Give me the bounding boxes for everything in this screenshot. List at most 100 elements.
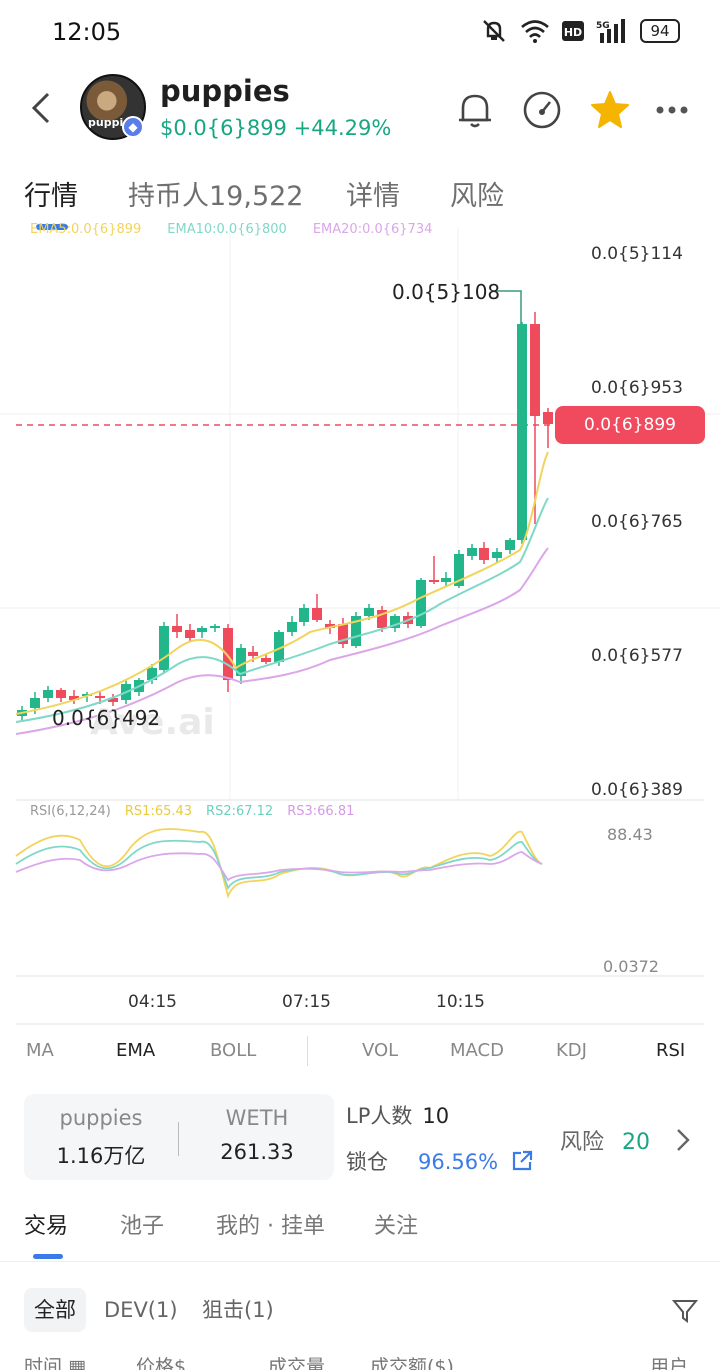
candle-up: [43, 690, 53, 698]
rsi1-curve: [15, 828, 543, 899]
filter-all[interactable]: 全部: [24, 1288, 86, 1332]
back-icon[interactable]: [28, 90, 52, 126]
indicator-vol[interactable]: VOL: [362, 1040, 399, 1061]
col-user[interactable]: 用户: [650, 1356, 689, 1370]
indicator-ma[interactable]: MA: [26, 1040, 54, 1061]
time-axis-label: 10:15: [436, 992, 485, 1012]
token-price: $0.0{6}899: [160, 116, 287, 140]
speedometer-icon[interactable]: [520, 88, 564, 132]
col-amount[interactable]: 成交额($): [370, 1356, 454, 1370]
status-icons: HD 5G 94: [480, 18, 680, 44]
trade-tab-indicator: [33, 1254, 63, 1259]
candle-up: [467, 548, 477, 556]
ethereum-chain-icon: ◆: [122, 116, 144, 138]
svg-text:HD: HD: [564, 26, 582, 39]
candle-up: [517, 324, 527, 540]
current-price-tag: 0.0{6}899: [555, 406, 705, 444]
candle-down: [248, 652, 258, 656]
tab-trades[interactable]: 交易: [24, 1214, 69, 1239]
chevron-right-icon: [677, 1129, 690, 1151]
tab-risk[interactable]: 风险: [450, 181, 504, 212]
tab-holders[interactable]: 持币人19,522: [128, 181, 304, 212]
main-tabs: 行情 持币人19,522 详情 风险: [0, 166, 720, 232]
candlestick-chart: [0, 228, 720, 1025]
risk-label: 风险: [560, 1130, 605, 1155]
tab-market[interactable]: 行情: [24, 181, 78, 212]
rs1-value: RS1:65.43: [124, 804, 193, 819]
tab-indicator: [36, 224, 68, 230]
indicator-kdj[interactable]: KDJ: [556, 1040, 587, 1061]
pool-quote-amount: 261.33: [220, 1140, 294, 1164]
candle-down: [223, 628, 233, 680]
filter-dev[interactable]: DEV(1): [104, 1298, 178, 1322]
trade-filters: 全部 DEV(1) 狙击(1): [0, 1286, 720, 1334]
risk-score[interactable]: 风险 20: [560, 1124, 691, 1156]
ema-legend: EMA5:0.0{6}899 EMA10:0.0{6}800 EMA20:0.0…: [30, 222, 432, 236]
price-axis-label: 0.0{6}577: [591, 646, 683, 666]
token-name: puppies: [160, 74, 290, 108]
candle-down: [95, 696, 105, 698]
bell-icon[interactable]: [453, 88, 497, 132]
pool-divider: [178, 1122, 179, 1156]
candle-down: [530, 324, 540, 416]
candle-down: [172, 626, 182, 632]
tab-following[interactable]: 关注: [374, 1214, 419, 1239]
candle-up: [30, 698, 40, 708]
filter-sniper[interactable]: 狙击(1): [202, 1298, 274, 1322]
pool-token-label: puppies: [59, 1106, 143, 1130]
rsi-name: RSI(6,12,24): [30, 804, 111, 819]
candle-down: [543, 412, 553, 424]
candle-up: [299, 608, 309, 622]
candle-up: [197, 628, 207, 632]
indicator-ema[interactable]: EMA: [116, 1040, 156, 1061]
mute-icon: [483, 20, 505, 42]
col-volume[interactable]: 成交量: [268, 1356, 326, 1370]
lp-value: 10: [422, 1104, 450, 1128]
trade-tabs: 交易 池子 我的 · 挂单 关注: [0, 1206, 720, 1262]
indicator-selector: MA EMA BOLL VOL MACD KDJ RSI: [0, 1036, 720, 1072]
price-axis-label: 0.0{6}389: [591, 780, 683, 800]
star-favorite-icon[interactable]: [588, 88, 632, 132]
indicator-macd[interactable]: MACD: [450, 1040, 504, 1061]
filter-funnel-icon[interactable]: [672, 1298, 698, 1324]
lock-value: 96.56%: [418, 1150, 499, 1174]
risk-value: 20: [622, 1130, 651, 1155]
candle-up: [274, 632, 284, 662]
rsi-low-label: 0.0372: [603, 957, 659, 976]
candle-down: [325, 624, 335, 628]
signal-5g-icon: 5G: [596, 19, 625, 43]
lp-label: LP人数: [346, 1104, 413, 1128]
col-time[interactable]: 时间 ▦: [24, 1352, 86, 1370]
candle-down: [312, 608, 322, 620]
candle-up: [210, 626, 220, 628]
tab-my-orders[interactable]: 我的 · 挂单: [216, 1214, 325, 1239]
ema20-curve: [15, 547, 549, 735]
token-price-line: $0.0{6}899 +44.29%: [160, 116, 391, 140]
rs2-value: RS2:67.12: [206, 804, 274, 819]
lock-info[interactable]: 锁仓 96.56%: [346, 1146, 533, 1176]
svg-text:5G: 5G: [596, 21, 610, 31]
token-header: puppies ◆ puppies $0.0{6}899 +44.29%: [0, 64, 720, 154]
candle-down: [338, 624, 348, 644]
lock-label: 锁仓: [346, 1150, 388, 1174]
candle-up: [505, 540, 515, 550]
candle-down: [69, 696, 79, 700]
price-chart[interactable]: EMA5:0.0{6}899 EMA10:0.0{6}800 EMA20:0.0…: [0, 222, 720, 1028]
more-options-icon[interactable]: [652, 88, 696, 132]
col-price[interactable]: 价格$: [136, 1356, 187, 1370]
price-axis-label: 0.0{6}765: [591, 512, 683, 532]
trade-table-header: 时间 ▦ 价格$ 成交量 成交额($) 用户: [0, 1352, 720, 1370]
lp-holders: LP人数 10: [346, 1100, 449, 1130]
status-time: 12:05: [52, 18, 122, 46]
ema5-legend: EMA5:0.0{6}899: [30, 222, 142, 236]
tab-details[interactable]: 详情: [346, 181, 400, 212]
rsi2-curve: [15, 839, 543, 891]
candle-up: [236, 648, 246, 676]
price-axis-label: 0.0{5}114: [591, 244, 683, 264]
tab-pool[interactable]: 池子: [120, 1214, 165, 1239]
candle-up: [159, 626, 169, 670]
external-link-icon[interactable]: [511, 1150, 533, 1172]
col-time-label: 时间: [24, 1356, 63, 1370]
indicator-rsi[interactable]: RSI: [656, 1040, 686, 1061]
indicator-boll[interactable]: BOLL: [210, 1040, 257, 1061]
